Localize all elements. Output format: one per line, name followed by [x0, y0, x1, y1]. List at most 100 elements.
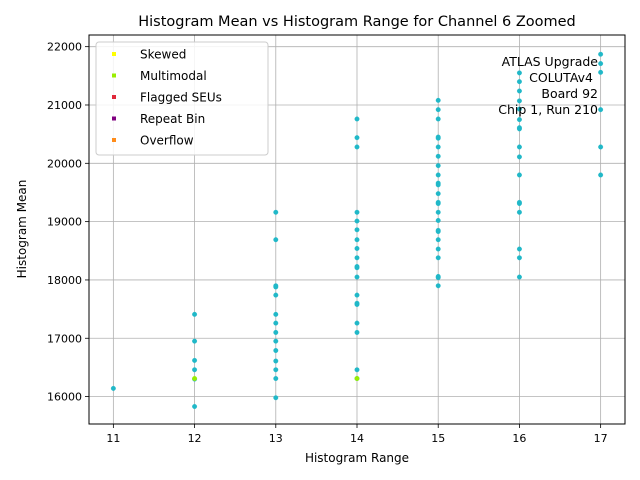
annotation-line-3: Board 92	[541, 86, 598, 101]
data-point	[516, 246, 522, 252]
y-axis-label: Histogram Mean	[15, 180, 29, 279]
data-point	[273, 358, 279, 364]
data-point	[354, 227, 360, 233]
y-tick-label: 17000	[47, 332, 82, 345]
data-point	[516, 144, 522, 150]
data-point	[516, 79, 522, 85]
multimodal-point	[192, 376, 198, 381]
data-point	[354, 320, 360, 326]
data-point	[192, 311, 198, 317]
data-point	[273, 395, 279, 401]
data-point	[273, 292, 279, 298]
data-points	[110, 51, 604, 409]
data-point	[435, 273, 441, 279]
x-axis-ticks: 11 12 13 14 15 16 17	[106, 424, 608, 445]
data-point	[273, 311, 279, 317]
data-point	[354, 218, 360, 224]
data-point	[598, 51, 604, 57]
data-point	[354, 237, 360, 243]
data-point	[516, 70, 522, 76]
data-point	[435, 199, 441, 205]
data-point	[435, 237, 441, 243]
data-point	[435, 180, 441, 186]
annotation: ATLAS Upgrade COLUTAv4 Board 92 Chip 1, …	[498, 54, 598, 117]
data-point	[273, 338, 279, 344]
data-point	[598, 172, 604, 178]
data-point	[435, 144, 441, 150]
data-point	[516, 209, 522, 215]
x-tick-label: 11	[106, 432, 120, 445]
data-point	[516, 106, 522, 112]
data-point	[435, 172, 441, 178]
data-point	[192, 357, 198, 363]
x-tick-label: 17	[594, 432, 608, 445]
x-tick-label: 14	[350, 432, 364, 445]
data-point	[435, 255, 441, 261]
chart-title: Histogram Mean vs Histogram Range for Ch…	[138, 14, 576, 30]
data-point	[516, 199, 522, 205]
legend-box	[95, 41, 269, 156]
data-point	[354, 209, 360, 215]
data-point	[273, 283, 279, 289]
data-point	[110, 385, 116, 391]
data-point	[435, 283, 441, 289]
x-tick-label: 12	[188, 432, 202, 445]
data-point	[435, 134, 441, 140]
data-point	[435, 191, 441, 197]
data-point	[354, 292, 360, 298]
legend-items: Skewed Multimodal Flagged SEUs Repeat Bin Ov…	[112, 48, 222, 148]
data-point	[435, 246, 441, 252]
data-point	[273, 367, 279, 373]
legend-marker	[112, 116, 116, 121]
legend-label: Flagged SEUs	[140, 91, 222, 105]
data-point	[354, 144, 360, 150]
y-axis-ticks: 16000 17000 18000 19000 20000 21000 22000	[47, 41, 89, 404]
legend-marker	[112, 52, 116, 56]
data-point	[273, 376, 279, 381]
x-axis-label: Histogram Range	[305, 451, 409, 465]
legend-label: Multimodal	[140, 69, 207, 83]
data-point	[435, 116, 441, 122]
data-point	[192, 404, 198, 409]
y-tick-label: 19000	[47, 216, 82, 229]
data-point	[435, 107, 441, 113]
y-tick-label: 21000	[47, 99, 82, 112]
data-point	[516, 255, 522, 261]
data-point	[354, 264, 360, 269]
data-point	[516, 88, 522, 94]
legend-label: Skewed	[140, 48, 186, 62]
y-tick-label: 16000	[47, 391, 82, 404]
x-tick-label: 13	[269, 432, 283, 445]
annotation-line-2: COLUTAv4	[529, 70, 593, 85]
data-point	[516, 125, 522, 131]
data-point	[273, 329, 279, 335]
y-tick-label: 22000	[47, 41, 82, 54]
data-point	[354, 274, 360, 280]
data-point	[273, 348, 279, 353]
data-point	[273, 320, 279, 326]
data-point	[516, 154, 522, 160]
data-point	[354, 300, 360, 306]
data-point	[516, 172, 522, 178]
data-point	[516, 117, 522, 123]
y-tick-label: 18000	[47, 274, 82, 287]
data-point	[435, 209, 441, 215]
y-tick-label: 20000	[47, 157, 82, 170]
data-point	[598, 61, 604, 67]
multimodal-point	[354, 376, 360, 381]
data-point	[435, 218, 441, 223]
data-point	[273, 209, 279, 215]
legend-marker	[112, 73, 116, 78]
data-point	[192, 338, 198, 344]
data-point	[598, 144, 604, 150]
data-point	[516, 98, 522, 104]
annotation-line-4: Chip 1, Run 210	[498, 102, 598, 117]
data-point	[435, 153, 441, 159]
x-tick-label: 15	[431, 432, 445, 445]
data-point	[354, 329, 360, 335]
legend-label: Repeat Bin	[140, 112, 205, 126]
data-point	[354, 367, 360, 373]
data-point	[598, 107, 604, 113]
data-point	[354, 255, 360, 261]
